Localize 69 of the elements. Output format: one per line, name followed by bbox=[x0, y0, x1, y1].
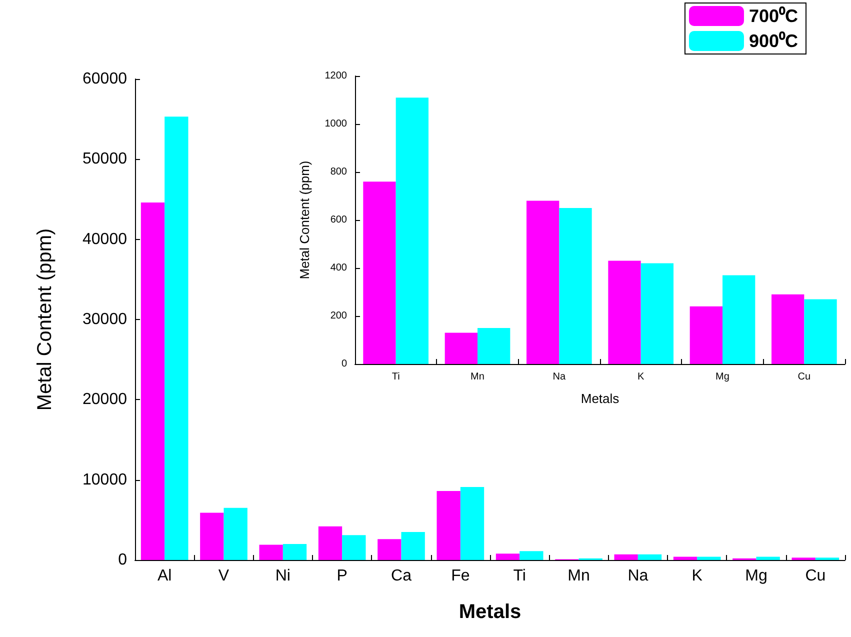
y-tick-label: 1000 bbox=[324, 118, 348, 130]
y-tick-label: 1200 bbox=[324, 70, 348, 82]
y-tick-label: 10000 bbox=[82, 471, 128, 488]
y-tick-label: 30000 bbox=[82, 311, 128, 328]
bar bbox=[140, 202, 165, 560]
bar bbox=[804, 299, 837, 364]
y-tick-label: 200 bbox=[330, 310, 348, 322]
x-tick-label: Al bbox=[157, 568, 172, 584]
bar bbox=[200, 512, 224, 560]
bar bbox=[444, 332, 478, 364]
bar bbox=[608, 260, 641, 364]
bar bbox=[401, 532, 425, 560]
x-axis-title: Metals bbox=[580, 391, 620, 406]
y-tick-label: 20000 bbox=[82, 391, 128, 408]
y-tick-label: 800 bbox=[330, 166, 348, 178]
bar bbox=[363, 182, 396, 364]
bar bbox=[224, 508, 248, 560]
bar bbox=[722, 275, 756, 364]
bar bbox=[756, 556, 780, 560]
bar bbox=[282, 544, 307, 560]
y-tick-label: 40000 bbox=[82, 230, 128, 248]
y-tick-label: 600 bbox=[330, 214, 348, 226]
x-tick-label: K bbox=[637, 372, 644, 382]
bar bbox=[697, 556, 721, 560]
x-tick-label: Ni bbox=[275, 568, 290, 584]
bar bbox=[496, 554, 520, 560]
bar bbox=[559, 208, 592, 364]
bar bbox=[396, 98, 428, 364]
x-tick-label: Mg bbox=[716, 372, 730, 382]
x-tick-label: Mn bbox=[568, 568, 590, 584]
x-tick-label: Na bbox=[628, 568, 648, 584]
x-tick-label: Cu bbox=[798, 372, 811, 382]
bar bbox=[342, 535, 366, 560]
x-tick-label: Fe bbox=[451, 568, 470, 584]
x-tick-label: Na bbox=[552, 372, 566, 382]
bar bbox=[318, 526, 342, 560]
bar bbox=[520, 551, 544, 560]
bar bbox=[673, 556, 698, 560]
bar bbox=[614, 554, 638, 560]
x-tick-label: Mg bbox=[745, 568, 768, 584]
bar bbox=[478, 328, 510, 364]
x-tick-label: Cu bbox=[805, 568, 826, 584]
x-axis-title: Metals bbox=[458, 601, 522, 623]
bar bbox=[378, 539, 402, 560]
bar bbox=[690, 306, 722, 364]
x-tick-label: Ti bbox=[392, 372, 400, 382]
x-tick-label: K bbox=[692, 568, 703, 584]
x-tick-label: V bbox=[218, 568, 230, 584]
y-tick-label: 0 bbox=[341, 358, 348, 370]
bar bbox=[259, 544, 283, 560]
bar bbox=[640, 263, 674, 364]
y-axis-title: Metal Content (ppm) bbox=[297, 160, 312, 280]
y-tick-label: 50000 bbox=[82, 150, 128, 168]
bar bbox=[638, 554, 662, 560]
x-tick-label: Ca bbox=[391, 568, 412, 584]
legend-label: 900⁰C bbox=[748, 31, 798, 51]
bar bbox=[436, 491, 460, 560]
legend-label: 700⁰C bbox=[748, 6, 798, 26]
bar bbox=[526, 200, 560, 364]
x-tick-label: P bbox=[336, 568, 348, 584]
y-tick-label: 400 bbox=[330, 262, 348, 274]
bar bbox=[772, 294, 804, 364]
bar bbox=[460, 487, 484, 560]
x-tick-label: Mn bbox=[470, 372, 484, 382]
y-tick-label: 60000 bbox=[82, 70, 128, 88]
bar bbox=[164, 116, 188, 560]
y-tick-label: 0 bbox=[118, 552, 128, 568]
y-axis-title: Metal Content (ppm) bbox=[34, 228, 56, 411]
x-tick-label: Ti bbox=[513, 568, 526, 584]
